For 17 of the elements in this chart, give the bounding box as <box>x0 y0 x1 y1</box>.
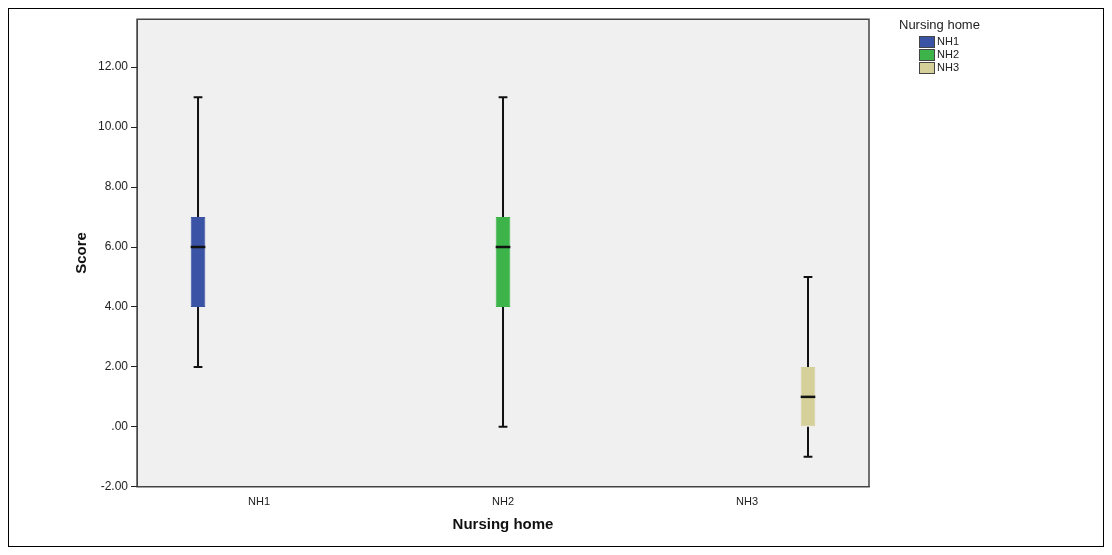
legend-label: NH3 <box>937 61 960 74</box>
legend-title: Nursing home <box>899 17 980 32</box>
y-tick-label: 8.00 <box>104 179 129 194</box>
y-tick-label: 2.00 <box>104 359 129 374</box>
y-tick-label: 4.00 <box>104 299 129 314</box>
y-tick-label: 12.00 <box>98 59 129 74</box>
legend-label: NH2 <box>937 48 960 61</box>
legend-label: NH1 <box>937 35 960 48</box>
y-tick-label: -2.00 <box>100 479 129 494</box>
x-tick-label: NH2 <box>492 495 515 508</box>
y-axis-title: Score <box>72 232 90 274</box>
x-tick-label: NH1 <box>248 495 271 508</box>
y-tick-label: 10.00 <box>98 119 129 134</box>
y-tick-label: .00 <box>111 419 129 434</box>
y-tick-label: 6.00 <box>104 239 129 254</box>
x-tick-label: NH3 <box>736 495 759 508</box>
x-axis-title: Nursing home <box>452 515 554 533</box>
